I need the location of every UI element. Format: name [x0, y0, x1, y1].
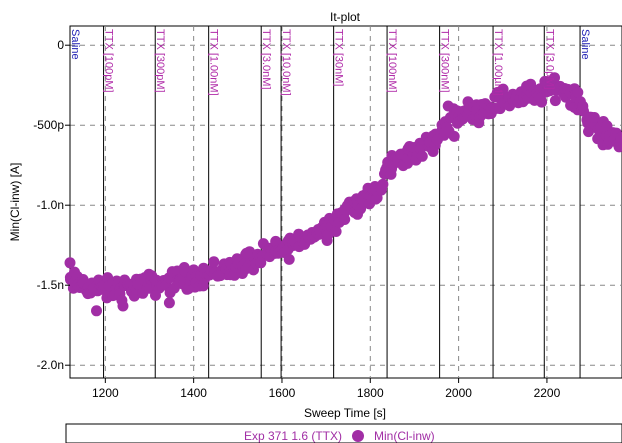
- data-point: [583, 126, 594, 138]
- x-tick-label: 1600: [269, 386, 296, 400]
- points-layer: [64, 72, 622, 317]
- y-tick-label: -1.5n: [37, 278, 64, 292]
- legend-dataset-label: Exp 371 1.6 (TTX): [244, 429, 342, 443]
- treatment-marker-label: TTX [30nM]: [333, 29, 345, 86]
- data-point: [208, 256, 220, 268]
- x-tick-label: 2200: [534, 386, 561, 400]
- data-point: [497, 83, 509, 95]
- treatment-marker-label: Saline: [69, 29, 81, 60]
- data-point: [163, 297, 175, 309]
- data-point: [416, 150, 428, 162]
- data-point: [448, 130, 460, 142]
- marker-lines-layer: [69, 26, 581, 378]
- treatment-marker-label: TTX [3.0nM]: [260, 29, 272, 90]
- data-point: [615, 132, 622, 144]
- data-point: [577, 100, 589, 112]
- data-point: [64, 257, 76, 269]
- treatment-marker-label: Saline: [579, 29, 591, 60]
- legend-marker-icon: [352, 430, 364, 442]
- data-point: [549, 72, 560, 84]
- data-point: [241, 247, 253, 259]
- marker-labels-layer: Saline TTX [100pM] TTX [300pM] TTX [1.00nM]…: [69, 29, 591, 96]
- data-point: [355, 203, 367, 215]
- data-point: [588, 112, 600, 123]
- treatment-marker-label: TTX [300pM]: [154, 29, 166, 93]
- x-axis-label: Sweep Time [s]: [304, 406, 386, 420]
- treatment-marker-label: TTX [3.0µM]: [543, 29, 555, 90]
- x-tick-label: 1400: [180, 386, 207, 400]
- data-point: [283, 253, 295, 265]
- data-point: [613, 141, 622, 153]
- treatment-marker-label: TTX [100nM]: [386, 29, 398, 93]
- data-point: [376, 183, 388, 195]
- y-tick-label: -500p: [33, 118, 64, 132]
- x-axis-ticks: 1200 1400 1600 1800 2000 2200: [92, 378, 561, 400]
- chart-title: It-plot: [330, 10, 361, 24]
- legend: Exp 371 1.6 (TTX) Min(Cl-inw): [65, 423, 622, 443]
- data-point: [117, 300, 129, 312]
- treatment-marker-label: TTX [1.00nM]: [208, 29, 220, 96]
- treatment-marker-label: TTX [10.0nM]: [280, 29, 292, 96]
- y-tick-label: -1.0n: [37, 198, 64, 212]
- treatment-marker-label: TTX [300nM]: [439, 29, 451, 93]
- y-tick-label: -2.0n: [37, 358, 64, 372]
- data-point: [572, 86, 584, 98]
- y-axis-ticks: 0 -500p -1.0n -1.5n -2.0n: [33, 38, 70, 372]
- data-point: [330, 226, 342, 237]
- x-tick-label: 2000: [445, 386, 472, 400]
- x-tick-label: 1200: [92, 386, 119, 400]
- y-tick-label: 0: [57, 38, 64, 52]
- data-point: [339, 214, 351, 225]
- data-point: [549, 95, 561, 107]
- x-tick-label: 1800: [357, 386, 384, 400]
- treatment-marker-label: TTX [1.00µM]: [492, 29, 504, 96]
- y-axis-label: Min(Cl-inw) [A]: [8, 163, 22, 242]
- legend-entry-label: Min(Cl-inw): [374, 429, 435, 443]
- legend-box: [65, 423, 622, 443]
- treatment-marker-label: TTX [100pM]: [103, 29, 115, 93]
- data-point: [270, 235, 282, 247]
- data-point: [91, 305, 102, 317]
